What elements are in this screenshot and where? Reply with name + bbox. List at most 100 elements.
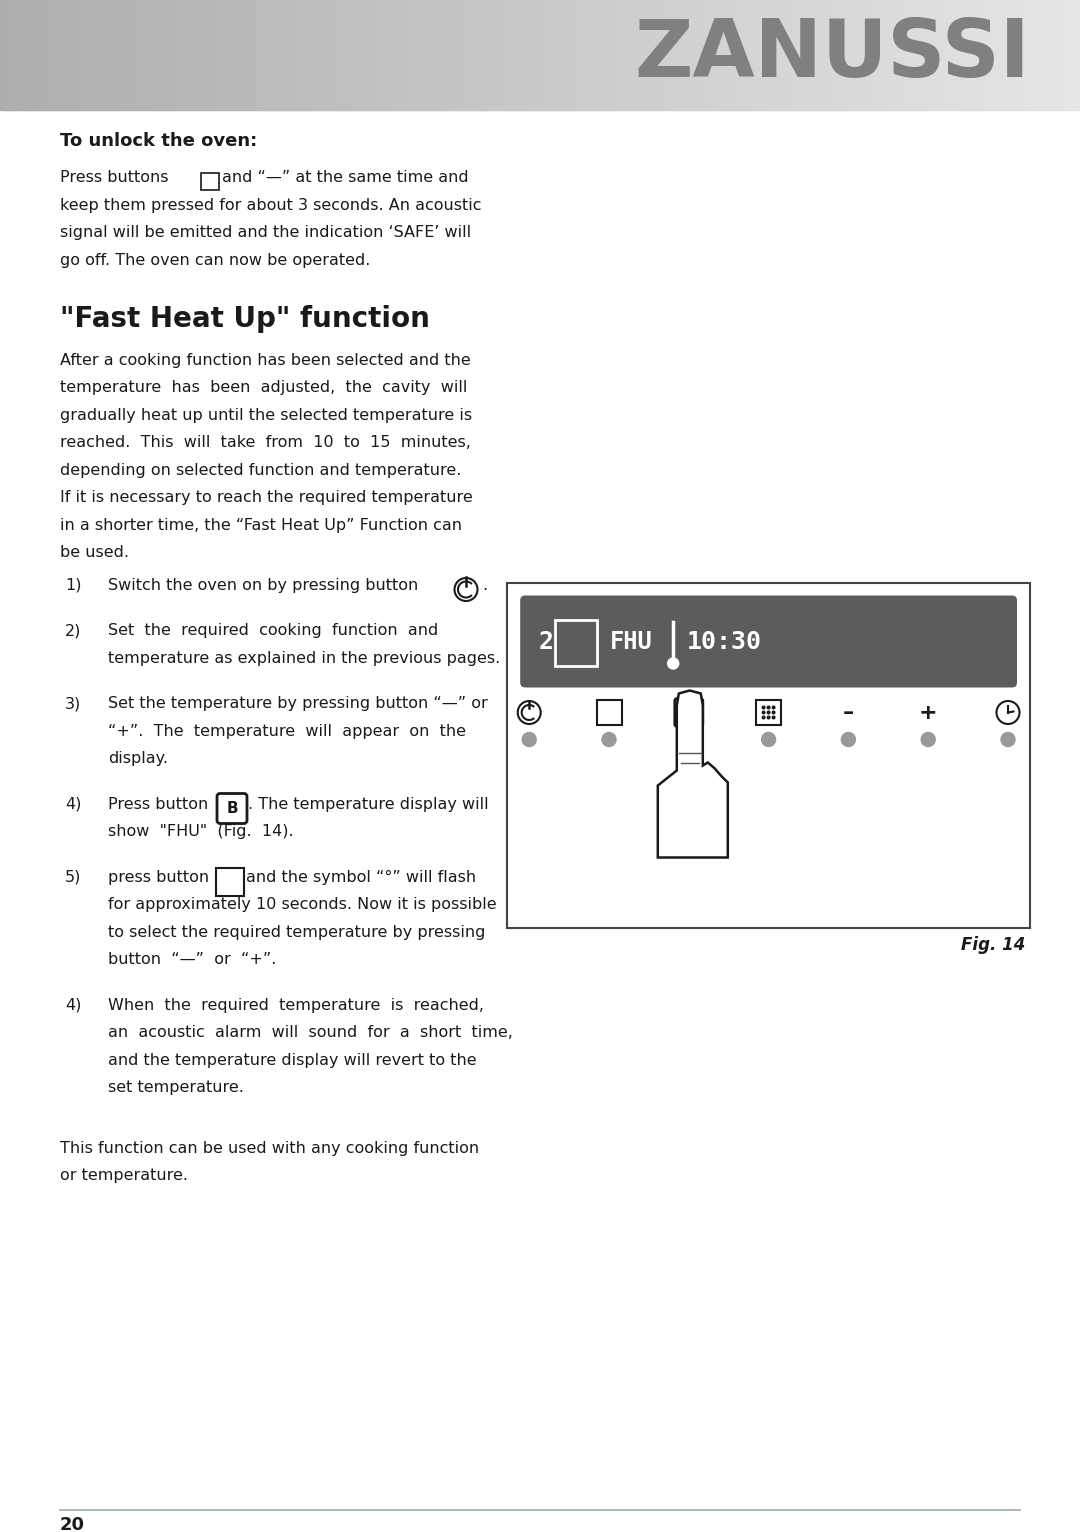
Bar — [256, 0, 261, 110]
Bar — [972, 0, 977, 110]
Bar — [213, 0, 218, 110]
Bar — [915, 0, 920, 110]
Bar — [651, 0, 658, 110]
Bar — [576, 0, 582, 110]
Bar — [356, 0, 362, 110]
Bar — [25, 0, 31, 110]
Bar — [57, 0, 64, 110]
Bar — [813, 0, 820, 110]
Bar — [273, 0, 280, 110]
Bar — [818, 0, 823, 110]
Bar — [219, 0, 226, 110]
Bar — [1029, 0, 1036, 110]
Text: Set  the  required  cooking  function  and: Set the required cooking function and — [108, 624, 438, 637]
Bar — [716, 0, 723, 110]
Bar — [878, 0, 885, 110]
Bar — [907, 0, 913, 110]
Bar — [756, 0, 761, 110]
Bar — [119, 0, 124, 110]
Text: signal will be emitted and the indication ‘SAFE’ will: signal will be emitted and the indicatio… — [60, 225, 471, 241]
Bar — [1069, 0, 1075, 110]
Bar — [238, 0, 243, 110]
Bar — [796, 0, 801, 110]
Bar — [208, 0, 215, 110]
Bar — [802, 0, 809, 110]
Bar — [295, 0, 301, 110]
Text: 4): 4) — [65, 997, 81, 1013]
Text: After a cooking function has been selected and the: After a cooking function has been select… — [60, 352, 471, 368]
Text: B: B — [683, 705, 694, 720]
Bar — [500, 0, 507, 110]
Bar — [954, 0, 960, 110]
Bar — [619, 0, 625, 110]
Text: “+”.  The  temperature  will  appear  on  the: “+”. The temperature will appear on the — [108, 723, 465, 738]
Bar — [62, 0, 67, 110]
Bar — [918, 0, 923, 110]
Bar — [727, 0, 733, 110]
Bar — [313, 0, 319, 110]
Text: go off. The oven can now be operated.: go off. The oven can now be operated. — [60, 253, 370, 268]
Bar — [807, 0, 812, 110]
Bar — [36, 0, 42, 110]
Text: 2): 2) — [65, 624, 81, 637]
Bar — [403, 0, 409, 110]
Bar — [65, 0, 70, 110]
Bar — [997, 0, 1003, 110]
Bar — [947, 0, 953, 110]
Text: Fig. 14: Fig. 14 — [960, 936, 1025, 953]
Bar — [731, 0, 737, 110]
Bar — [144, 0, 150, 110]
Bar — [461, 0, 467, 110]
Bar — [508, 0, 513, 110]
Bar — [342, 0, 348, 110]
Bar — [205, 0, 211, 110]
Bar — [994, 0, 999, 110]
Bar — [508, 582, 1030, 927]
Circle shape — [517, 702, 541, 725]
Text: or temperature.: or temperature. — [60, 1167, 188, 1183]
Bar — [853, 0, 859, 110]
Bar — [680, 0, 686, 110]
Bar — [990, 0, 996, 110]
Text: set temperature.: set temperature. — [108, 1080, 244, 1095]
Bar — [378, 0, 383, 110]
Bar — [842, 0, 848, 110]
Text: and “—” at the same time and: and “—” at the same time and — [221, 170, 468, 185]
Bar — [1018, 0, 1025, 110]
Bar — [548, 0, 553, 110]
Text: and the temperature display will revert to the: and the temperature display will revert … — [108, 1052, 476, 1068]
Bar — [187, 0, 193, 110]
Bar — [454, 0, 459, 110]
Bar — [429, 0, 434, 110]
Bar — [497, 0, 502, 110]
Bar — [130, 0, 135, 110]
Bar — [591, 0, 596, 110]
Bar — [850, 0, 855, 110]
Circle shape — [767, 715, 770, 719]
Bar — [40, 0, 45, 110]
Bar — [724, 0, 729, 110]
Text: +: + — [919, 703, 937, 723]
Bar — [799, 0, 805, 110]
Text: button  “—”  or  “+”.: button “—” or “+”. — [108, 951, 276, 967]
Bar — [446, 0, 453, 110]
Bar — [299, 0, 305, 110]
Bar — [79, 0, 85, 110]
Bar — [745, 0, 751, 110]
Circle shape — [772, 706, 775, 709]
Bar — [691, 0, 697, 110]
Bar — [824, 0, 831, 110]
Bar — [349, 0, 355, 110]
Circle shape — [997, 702, 1020, 725]
Bar — [677, 0, 683, 110]
Bar — [278, 0, 283, 110]
Bar — [929, 0, 934, 110]
Bar — [921, 0, 928, 110]
Bar — [1058, 0, 1064, 110]
Bar — [634, 0, 639, 110]
Bar — [100, 0, 107, 110]
Bar — [583, 0, 589, 110]
Bar — [151, 0, 157, 110]
Bar — [835, 0, 841, 110]
Bar — [861, 0, 866, 110]
